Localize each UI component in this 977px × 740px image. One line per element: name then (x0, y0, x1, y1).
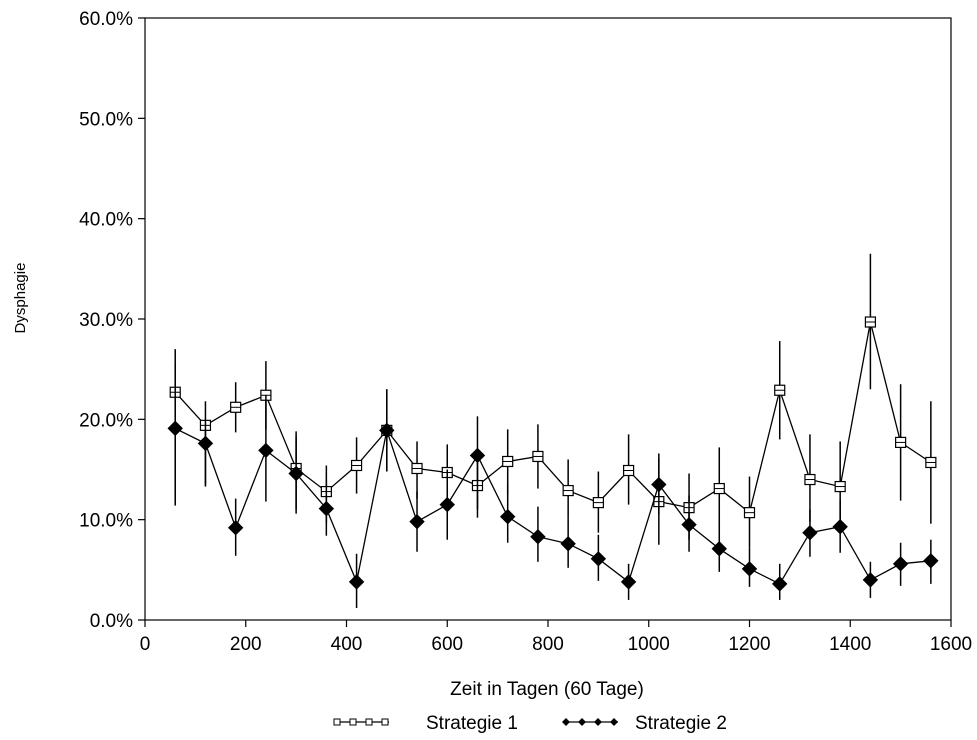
legend-marker (349, 718, 357, 726)
x-tick-label: 400 (331, 634, 363, 655)
x-tick-label: 1200 (728, 634, 770, 655)
data-point (862, 572, 879, 588)
data-point (439, 496, 455, 513)
data-point (469, 447, 486, 464)
y-tick-label: 20.0% (79, 410, 133, 431)
x-tick-label: 1600 (930, 634, 972, 655)
y-tick-label: 60.0% (79, 9, 133, 30)
x-tick-label: 0 (140, 634, 151, 655)
x-tick-label: 1400 (829, 634, 871, 655)
legend-marker (333, 718, 341, 726)
plot-border (144, 17, 952, 621)
series-layer (167, 253, 939, 608)
series-line (174, 427, 931, 585)
y-axis: 0.0% 10.0% 20.0% 30.0% 40.0% 50.0% 60.0% (79, 9, 145, 632)
data-point (318, 500, 335, 517)
data-point (651, 476, 667, 493)
y-tick-label: 10.0% (79, 511, 133, 532)
x-tick-label: 1000 (628, 634, 670, 655)
data-point (681, 516, 697, 533)
data-point (804, 473, 816, 486)
data-point (230, 401, 242, 413)
data-point (409, 513, 425, 530)
data-point (562, 484, 574, 497)
data-point (592, 497, 604, 509)
data-point (288, 465, 304, 482)
x-tick-label: 800 (532, 634, 564, 655)
x-tick-label: 200 (230, 634, 262, 655)
series-2 (167, 363, 939, 608)
data-point (530, 529, 546, 545)
y-tick-label: 30.0% (79, 310, 133, 331)
y-tick-label: 50.0% (79, 109, 133, 130)
data-point (864, 316, 877, 328)
data-point (832, 518, 848, 535)
data-point (167, 420, 183, 437)
x-axis: 0 200 400 600 800 1000 1200 1400 1600 (140, 620, 972, 655)
data-point (379, 422, 395, 439)
data-point (227, 519, 244, 536)
plot-frame (144, 17, 952, 621)
legend-marker (381, 718, 389, 726)
data-point (502, 455, 514, 468)
legend-item-1: Strategie 1 (333, 713, 518, 734)
data-point (923, 553, 939, 569)
y-tick-label: 0.0% (90, 611, 133, 632)
data-point (258, 442, 274, 459)
legend-item-2: Strategie 2 (562, 713, 727, 734)
data-point (499, 508, 516, 525)
series-line (174, 321, 932, 514)
x-axis-title: Zeit in Tagen (60 Tage) (450, 679, 644, 700)
y-tick-label: 40.0% (79, 210, 133, 231)
legend-marker (562, 718, 570, 726)
data-point (741, 561, 758, 577)
data-point (560, 536, 576, 552)
x-tick-label: 600 (431, 634, 463, 655)
data-point (774, 384, 786, 396)
data-point (590, 551, 607, 567)
legend-marker (594, 718, 602, 726)
data-point (713, 482, 725, 495)
legend-label: Strategie 2 (635, 713, 727, 734)
legend: Strategie 1 Strategie 2 (333, 713, 727, 734)
legend-marker (578, 718, 586, 726)
legend-label: Strategie 1 (426, 713, 518, 734)
data-point (834, 480, 846, 493)
data-point (892, 556, 909, 572)
data-point (895, 436, 907, 449)
data-point (620, 574, 637, 590)
data-point (350, 459, 363, 472)
data-point (711, 541, 727, 557)
y-axis-title: Dysphagie (12, 263, 29, 334)
data-point (925, 456, 937, 469)
data-point (772, 576, 788, 592)
data-point (532, 450, 544, 463)
data-point (348, 574, 365, 590)
legend-marker (365, 718, 373, 726)
legend-marker (610, 718, 618, 726)
data-point (622, 464, 635, 477)
data-point (197, 435, 214, 452)
data-point (743, 507, 756, 519)
data-point (411, 462, 423, 475)
series-1 (169, 253, 937, 548)
data-point (802, 525, 818, 541)
